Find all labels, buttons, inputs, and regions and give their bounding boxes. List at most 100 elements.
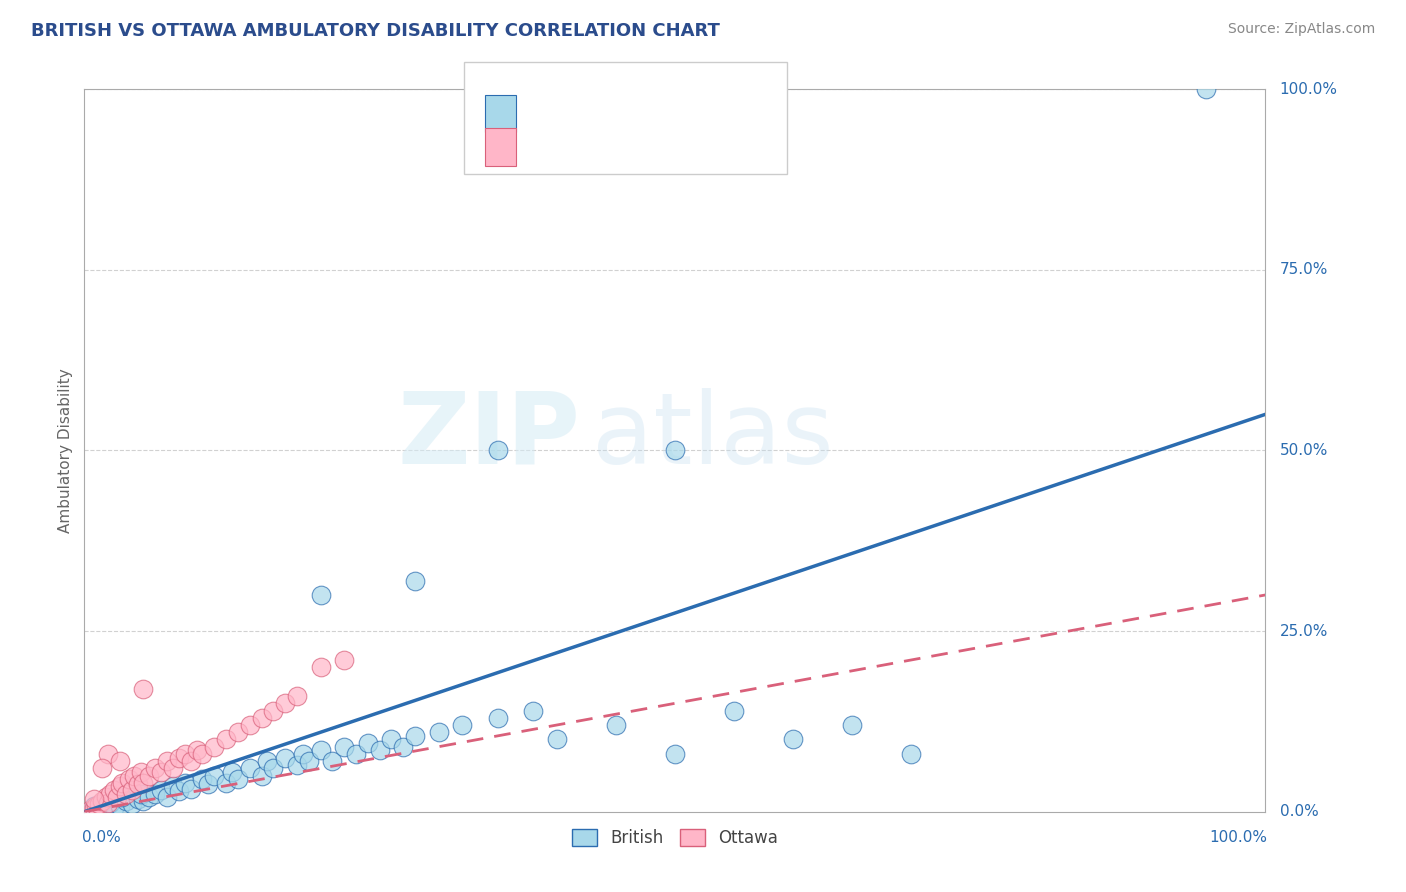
Point [782,732,804,747]
Point [333,739,356,754]
Point [321,754,343,768]
Point [87,797,110,812]
Point [97,796,120,810]
Text: R = 0.632   N = 62: R = 0.632 N = 62 [524,104,695,122]
Point [156,790,179,805]
Point [291,747,314,761]
Text: 75.0%: 75.0% [1279,262,1327,277]
Point [274,750,297,764]
Point [239,718,262,732]
Point [91,794,114,808]
Point [226,772,249,787]
Text: BRITISH VS OTTAWA AMBULATORY DISABILITY CORRELATION CHART: BRITISH VS OTTAWA AMBULATORY DISABILITY … [31,22,720,40]
Point [1195,82,1218,96]
Point [97,747,120,761]
Point [111,790,134,805]
Point [111,776,134,790]
Text: atlas: atlas [592,387,834,484]
Point [108,780,131,794]
Point [605,718,627,732]
Point [900,747,922,761]
Point [138,769,160,783]
Point [298,754,321,768]
Point [522,704,544,718]
Point [197,777,219,791]
Point [380,732,402,747]
Point [285,757,308,772]
Text: 0.0%: 0.0% [82,830,121,845]
Point [132,794,155,808]
Point [202,769,225,783]
Point [114,794,136,808]
Point [309,588,332,602]
Point [114,787,136,801]
Point [664,443,686,458]
Point [250,711,273,725]
Point [250,769,273,783]
Text: ZIP: ZIP [398,387,581,484]
Point [143,787,166,801]
Point [451,718,474,732]
Point [262,704,284,718]
Point [84,801,107,815]
Text: R = 0.352   N = 44: R = 0.352 N = 44 [524,138,695,156]
Point [156,754,179,768]
Point [162,761,184,775]
Point [132,681,155,696]
Point [186,743,208,757]
Point [83,791,105,805]
Point [262,761,284,775]
Point [127,777,149,791]
Point [180,781,202,796]
Point [180,754,202,768]
Point [546,732,568,747]
Legend: British, Ottawa: British, Ottawa [565,822,785,854]
Point [118,772,141,787]
Point [239,761,262,775]
Point [167,750,190,764]
Point [404,729,426,743]
Point [150,764,173,779]
Point [841,718,863,732]
Point [84,799,107,814]
Point [309,743,332,757]
Point [173,776,195,790]
Point [79,803,101,817]
Point [392,739,415,754]
Text: 100.0%: 100.0% [1279,82,1337,96]
Point [191,772,214,787]
Point [83,799,105,814]
Point [150,783,173,797]
Text: Source: ZipAtlas.com: Source: ZipAtlas.com [1227,22,1375,37]
Point [91,761,114,775]
Point [664,747,686,761]
Point [132,776,155,790]
Point [215,732,238,747]
Point [94,800,117,814]
Point [98,787,121,801]
Point [274,696,297,710]
Text: 0.0%: 0.0% [1279,805,1319,819]
Y-axis label: Ambulatory Disability: Ambulatory Disability [58,368,73,533]
Point [108,754,131,768]
Point [226,725,249,739]
Point [91,802,114,816]
Point [344,747,367,761]
Point [191,747,214,761]
Point [723,704,745,718]
Point [486,711,509,725]
Point [87,803,110,817]
Point [103,783,125,797]
Point [103,801,125,815]
Point [357,736,380,750]
Point [285,689,308,703]
Point [486,443,509,458]
Point [121,783,143,797]
Point [162,780,184,794]
Point [368,743,391,757]
Point [127,791,149,805]
Point [122,769,145,783]
Point [108,799,131,814]
Point [309,660,332,674]
Point [256,754,278,768]
